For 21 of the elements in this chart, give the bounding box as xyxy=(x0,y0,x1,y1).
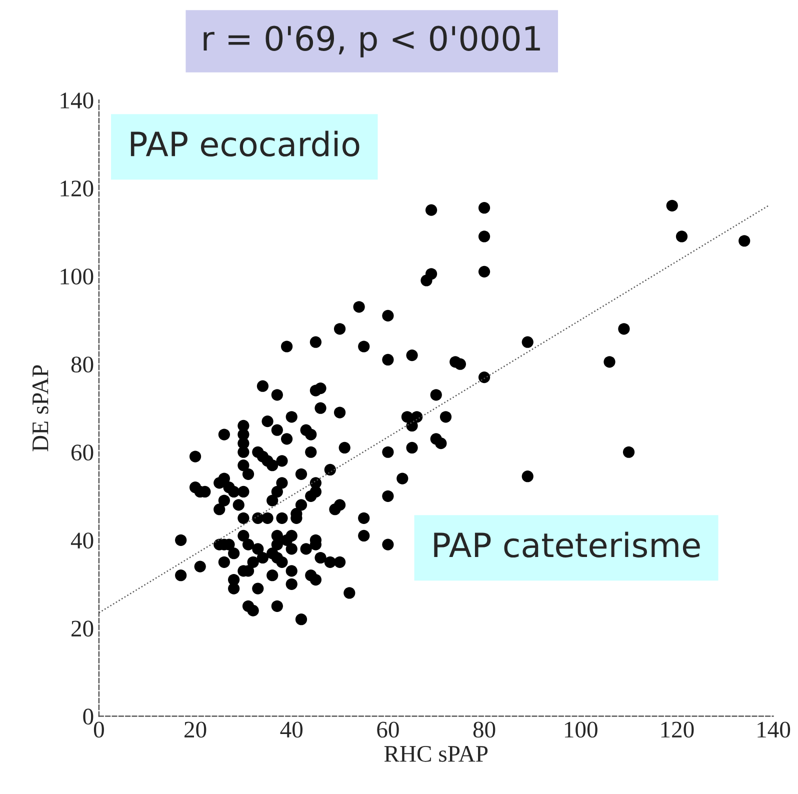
y-tick-label: 140 xyxy=(60,92,94,108)
y-axis-title: DE sPAP xyxy=(32,365,48,452)
y-tick-label: 20 xyxy=(72,620,94,637)
x-axis-title: RHC sPAP xyxy=(384,746,488,762)
x-tick-label: 0 xyxy=(94,722,104,738)
annotation: PAP ecocardio xyxy=(130,130,360,157)
x-tick-label: 60 xyxy=(377,722,399,738)
x-tick-label: 120 xyxy=(661,722,694,738)
x-tick-label: 20 xyxy=(184,722,206,738)
x-tick-label: 80 xyxy=(473,722,496,738)
y-tick-label: 120 xyxy=(60,180,94,196)
x-tick-label: 140 xyxy=(758,722,790,738)
y-tick-label: 0 xyxy=(83,708,94,725)
x-tick-label: 40 xyxy=(280,722,303,738)
y-tick-label: 60 xyxy=(71,444,94,461)
y-tick-label: 40 xyxy=(70,532,94,549)
chart-title: r = 0'69, p < 0'0001 xyxy=(204,26,540,58)
annotation: PAP cateterisme xyxy=(434,532,700,558)
y-tick-label: 100 xyxy=(60,268,94,285)
y-tick-label: 80 xyxy=(71,356,94,373)
x-tick-label: 100 xyxy=(564,722,598,738)
